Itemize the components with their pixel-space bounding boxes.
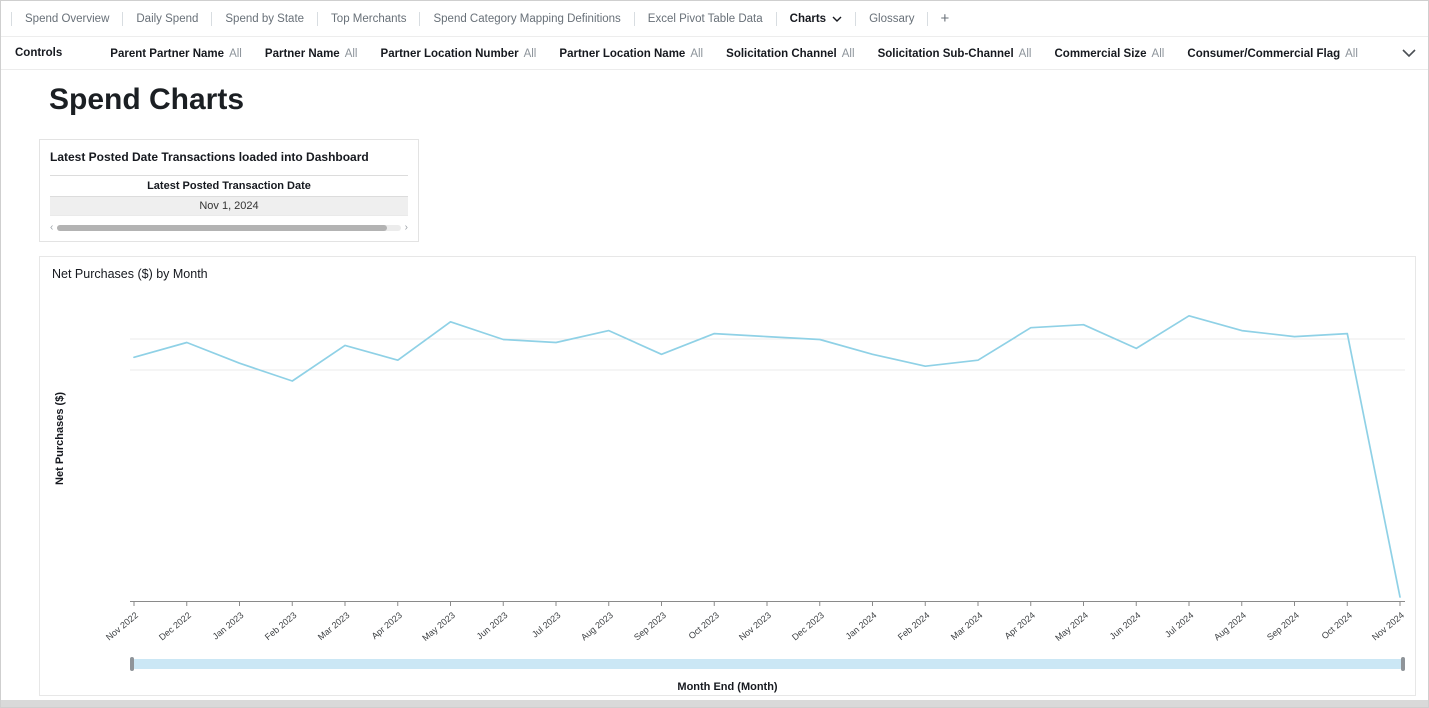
filter-partner-location-name[interactable]: Partner Location Name All xyxy=(559,44,703,62)
x-tick-label: Nov 2022 xyxy=(104,610,141,643)
x-tick-label: Sep 2024 xyxy=(1264,610,1301,643)
x-tick-label: Dec 2022 xyxy=(157,610,194,643)
chart-title: Net Purchases ($) by Month xyxy=(52,267,208,281)
filter-partner-location-number[interactable]: Partner Location Number All xyxy=(381,44,537,62)
filter-parent-partner-name[interactable]: Parent Partner Name All xyxy=(110,44,242,62)
scrollbar-track[interactable] xyxy=(57,225,401,231)
filter-name: Partner Name xyxy=(264,48,340,60)
filter-value: All xyxy=(1018,48,1032,60)
x-tick-label: Nov 2024 xyxy=(1370,610,1407,643)
latest-posted-card: Latest Posted Date Transactions loaded i… xyxy=(39,139,419,242)
table-header-latest-posted-date: Latest Posted Transaction Date xyxy=(50,175,408,197)
slider-handle-left[interactable] xyxy=(130,657,134,671)
x-tick-label: Mar 2023 xyxy=(315,610,352,643)
filter-value: All xyxy=(1151,48,1165,60)
x-axis-title: Month End (Month) xyxy=(677,681,778,693)
x-tick-label: Sep 2023 xyxy=(631,610,668,643)
filter-value: All xyxy=(344,48,358,60)
horizontal-scrollbar[interactable]: ‹ › xyxy=(50,223,408,233)
x-tick-label: May 2023 xyxy=(420,610,457,644)
tab-divider xyxy=(633,11,635,26)
filter-controls: Parent Partner Name All Partner Name All Par… xyxy=(110,44,1414,62)
x-tick-label: Jan 2023 xyxy=(211,610,246,642)
scroll-right-icon[interactable]: › xyxy=(404,222,408,233)
filter-name: Partner Location Name xyxy=(559,48,686,60)
chart-range-slider[interactable] xyxy=(130,657,1405,671)
x-tick-label: Feb 2023 xyxy=(263,610,299,643)
x-tick-label: Jul 2024 xyxy=(1162,610,1196,640)
latest-posted-date-value: Nov 1, 2024 xyxy=(50,196,408,216)
add-sheet-button[interactable]: + xyxy=(940,10,950,27)
filter-name: Partner Location Number xyxy=(380,48,519,60)
page-title: Spend Charts xyxy=(49,83,245,116)
filter-value: All xyxy=(841,48,855,60)
x-tick-label: Feb 2024 xyxy=(896,610,932,643)
tab-charts[interactable]: Charts xyxy=(777,13,855,25)
x-tick-label: Nov 2023 xyxy=(737,610,774,643)
tab-glossary[interactable]: Glossary xyxy=(869,12,915,25)
x-tick-label: May 2024 xyxy=(1053,610,1090,644)
filter-name: Consumer/Commercial Flag xyxy=(1187,48,1341,60)
controls-collapse-chevron-icon[interactable] xyxy=(1402,49,1416,58)
chart-card: Net Purchases ($) by Month Net Purchases… xyxy=(39,256,1416,696)
tab-excel-pivot-table-data[interactable]: Excel Pivot Table Data xyxy=(647,12,763,25)
filter-value: All xyxy=(229,48,242,60)
filter-name: Solicitation Sub-Channel xyxy=(877,48,1014,60)
x-tick-label: Apr 2023 xyxy=(369,610,405,642)
chevron-down-icon xyxy=(832,16,842,22)
x-tick-label: Dec 2023 xyxy=(790,610,827,643)
x-tick-label: Oct 2024 xyxy=(1319,610,1354,642)
slider-handle-right[interactable] xyxy=(1401,657,1405,671)
filter-solicitation-sub-channel[interactable]: Solicitation Sub-Channel All xyxy=(878,44,1032,62)
x-tick-label: Aug 2024 xyxy=(1212,610,1249,643)
x-tick-label: Jun 2024 xyxy=(1107,610,1143,642)
filter-name: Solicitation Channel xyxy=(726,48,837,60)
x-axis-tick-labels: Nov 2022 Dec 2022 Jan 2023 Feb 2023 Mar 2023… xyxy=(104,604,1407,654)
filter-commercial-size[interactable]: Commercial Size All xyxy=(1055,44,1165,62)
tab-spend-category-mapping-definitions[interactable]: Spend Category Mapping Definitions xyxy=(433,12,621,25)
window-bottom-edge xyxy=(1,700,1428,707)
tab-divider xyxy=(775,11,777,26)
x-tick-label: Jan 2024 xyxy=(844,610,879,642)
filter-partner-name[interactable]: Partner Name All xyxy=(265,44,358,62)
scroll-left-icon[interactable]: ‹ xyxy=(50,222,54,233)
x-tick-label: Jul 2023 xyxy=(529,610,563,640)
tab-divider xyxy=(419,11,421,26)
latest-posted-table: Latest Posted Transaction Date Nov 1, 20… xyxy=(50,175,408,216)
filter-consumer-commercial-flag[interactable]: Consumer/Commercial Flag All xyxy=(1187,44,1358,62)
chart-plot-area xyxy=(130,302,1405,606)
controls-title: Controls xyxy=(15,47,63,59)
scrollbar-thumb[interactable] xyxy=(57,225,387,231)
tab-divider xyxy=(855,11,857,26)
filter-name: Commercial Size xyxy=(1054,48,1147,60)
x-tick-label: Mar 2024 xyxy=(948,610,985,643)
x-tick-label: Apr 2024 xyxy=(1002,610,1038,642)
filter-value: All xyxy=(523,48,537,60)
sheet-tab-bar: Spend Overview Daily Spend Spend by State T… xyxy=(1,1,1428,37)
tab-top-merchants[interactable]: Top Merchants xyxy=(331,12,407,25)
filter-value: All xyxy=(690,48,704,60)
x-tick-label: Aug 2023 xyxy=(579,610,616,643)
filter-solicitation-channel[interactable]: Solicitation Channel All xyxy=(726,44,854,62)
tab-spend-overview[interactable]: Spend Overview xyxy=(25,12,110,25)
latest-posted-card-title: Latest Posted Date Transactions loaded i… xyxy=(50,150,369,164)
table-row: Nov 1, 2024 xyxy=(50,196,408,216)
controls-bar: Controls Parent Partner Name All Partner N… xyxy=(1,37,1428,70)
tab-divider xyxy=(211,11,213,26)
tab-divider xyxy=(11,11,12,26)
tab-spend-by-state[interactable]: Spend by State xyxy=(225,12,305,25)
x-tick-label: Oct 2023 xyxy=(686,610,721,642)
tab-daily-spend[interactable]: Daily Spend xyxy=(136,12,199,25)
tab-divider xyxy=(317,11,319,26)
tab-divider xyxy=(122,11,124,26)
y-axis-label: Net Purchases ($) xyxy=(54,392,66,485)
filter-name: Parent Partner Name xyxy=(110,48,225,60)
filter-value: All xyxy=(1345,48,1358,60)
tab-divider xyxy=(927,11,929,26)
net-purchases-line-series xyxy=(133,314,1401,598)
line-chart-svg xyxy=(130,314,1405,606)
x-tick-label: Jun 2023 xyxy=(474,610,510,642)
